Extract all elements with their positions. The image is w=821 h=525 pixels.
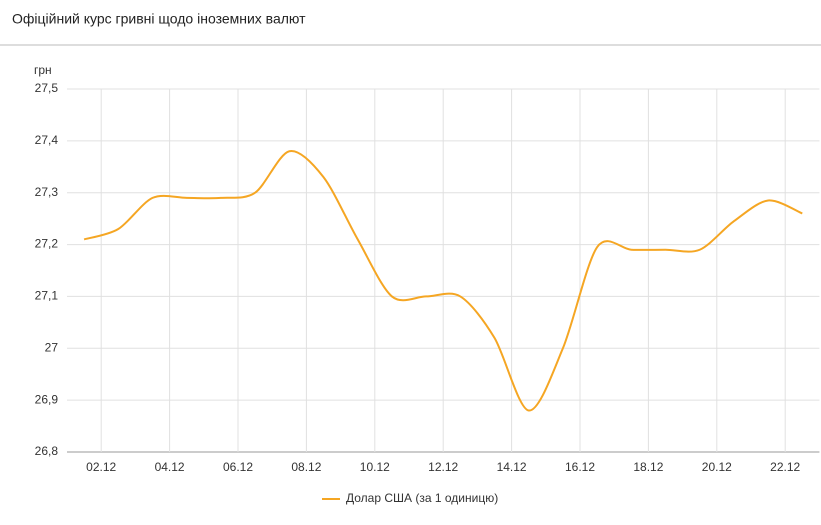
chart-title: Офіційний курс гривні щодо іноземних вал… bbox=[12, 11, 306, 27]
y-tick-label: 26,9 bbox=[35, 392, 59, 406]
x-tick-label: 20.12 bbox=[702, 460, 732, 474]
x-tick-label: 12.12 bbox=[428, 460, 458, 474]
y-tick-label: 27 bbox=[45, 340, 59, 354]
x-tick-label: 14.12 bbox=[497, 460, 527, 474]
x-tick-label: 04.12 bbox=[155, 460, 185, 474]
x-tick-label: 02.12 bbox=[86, 460, 116, 474]
x-tick-label: 08.12 bbox=[291, 460, 321, 474]
y-tick-label: 26,8 bbox=[35, 444, 59, 458]
legend-label: Долар США (за 1 одиницю) bbox=[346, 491, 498, 505]
y-tick-label: 27,3 bbox=[35, 185, 59, 199]
y-tick-label: 27,1 bbox=[35, 289, 59, 303]
y-tick-label: 27,4 bbox=[35, 133, 59, 147]
x-tick-label: 16.12 bbox=[565, 460, 595, 474]
x-tick-label: 10.12 bbox=[360, 460, 390, 474]
x-tick-label: 06.12 bbox=[223, 460, 253, 474]
y-tick-label: 27,5 bbox=[35, 81, 59, 95]
x-tick-label: 22.12 bbox=[770, 460, 800, 474]
x-tick-label: 18.12 bbox=[633, 460, 663, 474]
series-line bbox=[83, 150, 803, 412]
y-tick-label: 27,2 bbox=[35, 237, 59, 251]
y-axis-label: грн bbox=[34, 63, 52, 77]
